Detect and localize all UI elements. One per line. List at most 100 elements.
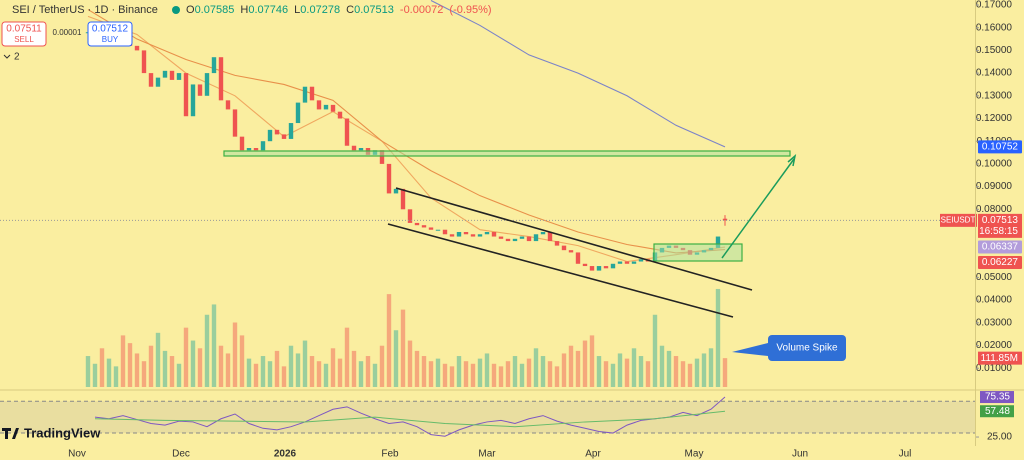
buy-price[interactable]: 0.07512 xyxy=(92,24,129,35)
candle-body xyxy=(190,84,196,117)
volume-bar xyxy=(561,353,567,387)
y-tick-label: 0.04000 xyxy=(976,295,1013,306)
candle-body xyxy=(414,222,420,226)
y-tick-label: 0.15000 xyxy=(976,45,1013,56)
candle-body xyxy=(134,45,140,51)
candle-body xyxy=(316,100,322,110)
candle-layer xyxy=(0,23,975,271)
candle-body xyxy=(218,57,224,101)
volume-bar xyxy=(141,361,147,387)
x-tick-label: Mar xyxy=(478,449,496,460)
rsi-line xyxy=(94,396,726,437)
volume-bar xyxy=(603,361,609,387)
ma-label-bg xyxy=(978,240,1022,254)
l-label: L xyxy=(294,4,300,16)
volume-label: 111.85M xyxy=(981,353,1018,364)
collapse-icon[interactable] xyxy=(3,54,11,59)
candle-body xyxy=(631,261,637,264)
y-tick-label: 0.13000 xyxy=(976,90,1013,101)
candle-body xyxy=(470,234,476,237)
candle-body xyxy=(638,259,644,262)
breakout-box xyxy=(653,243,743,262)
volume-label-bg xyxy=(978,351,1022,365)
target-arrow xyxy=(721,158,795,259)
candle-body xyxy=(295,102,301,124)
x-tick-label: Apr xyxy=(585,449,601,460)
rsi-value-bg xyxy=(980,391,1014,404)
ma-label-bg xyxy=(978,140,1022,154)
volume-bar xyxy=(260,356,266,387)
volume-bar xyxy=(470,363,476,387)
candle-body xyxy=(344,118,350,146)
symbol: SEI / TetherUS · 1D · Binance xyxy=(12,4,158,16)
candle-body xyxy=(260,141,266,151)
candle-body xyxy=(302,86,308,103)
candle-body xyxy=(183,73,189,117)
volume-bar xyxy=(568,345,574,387)
change-pct: (-0.95%) xyxy=(449,4,491,16)
volume-bar xyxy=(204,314,210,387)
volume-bar xyxy=(610,363,616,387)
candle-body xyxy=(393,188,399,194)
candle-body xyxy=(141,50,147,74)
volume-bar xyxy=(267,361,273,387)
y-tick-label: 0.01000 xyxy=(976,363,1013,374)
candle-body xyxy=(211,57,217,74)
volume-bar xyxy=(246,358,252,387)
rsi-ma-line xyxy=(94,410,726,428)
buy-label[interactable]: BUY xyxy=(102,35,119,44)
volume-bar xyxy=(232,322,238,387)
volume-bar xyxy=(414,350,420,387)
candle-body xyxy=(491,232,497,237)
volume-bar xyxy=(533,348,539,387)
buy-button[interactable] xyxy=(87,21,133,47)
h-label: H xyxy=(240,4,248,16)
volume-bar xyxy=(673,356,679,387)
volume-bar xyxy=(645,361,651,387)
volume-bar xyxy=(491,363,497,387)
sell-label[interactable]: SELL xyxy=(14,35,34,44)
volume-bar xyxy=(92,363,98,387)
volume-bar xyxy=(162,350,168,387)
candle-body xyxy=(519,236,525,239)
volume-bar xyxy=(666,350,672,387)
volume-bar xyxy=(134,353,140,387)
candle-body xyxy=(323,104,329,110)
ma-label-bg xyxy=(978,256,1022,270)
candle-body xyxy=(498,236,504,239)
volume-bar xyxy=(372,363,378,387)
volume-bar xyxy=(638,356,644,387)
candle-body xyxy=(281,134,287,139)
x-tick-label: Feb xyxy=(381,449,399,460)
channel-upper xyxy=(395,187,753,291)
volume-bar xyxy=(358,361,364,387)
candle-body xyxy=(155,77,161,87)
candle-body xyxy=(288,123,294,139)
y-tick-label: 0.16000 xyxy=(976,22,1013,33)
rsi-band xyxy=(0,401,975,434)
sell-button[interactable] xyxy=(1,21,47,47)
rsi-tick-label: 25.00 xyxy=(987,432,1012,443)
ohlc: O0.07585 H0.07746 L0.07278 C0.07513 -0.0… xyxy=(186,4,492,16)
channel-lower xyxy=(387,223,734,318)
candle-body xyxy=(309,86,315,101)
candle-body xyxy=(624,261,630,264)
volume-bar xyxy=(722,358,728,387)
sell-price[interactable]: 0.07511 xyxy=(6,24,42,35)
indicator-count[interactable]: 2 xyxy=(14,52,20,63)
y-tick-label: 0.17000 xyxy=(976,0,1013,11)
candle-body xyxy=(610,263,616,269)
volume-bar xyxy=(225,353,231,387)
volume-bar xyxy=(687,363,693,387)
ma-label: 0.06227 xyxy=(982,257,1019,268)
volume-bar xyxy=(239,335,245,387)
logo-icon xyxy=(2,428,19,439)
y-tick-label: 0.14000 xyxy=(976,68,1013,79)
change: -0.00072 xyxy=(400,4,443,16)
volume-bar xyxy=(99,348,105,387)
candle-body xyxy=(505,238,511,242)
volume-bar xyxy=(512,356,518,387)
volume-bar xyxy=(540,356,546,387)
candle-body xyxy=(232,109,238,137)
candle-body xyxy=(400,188,406,210)
